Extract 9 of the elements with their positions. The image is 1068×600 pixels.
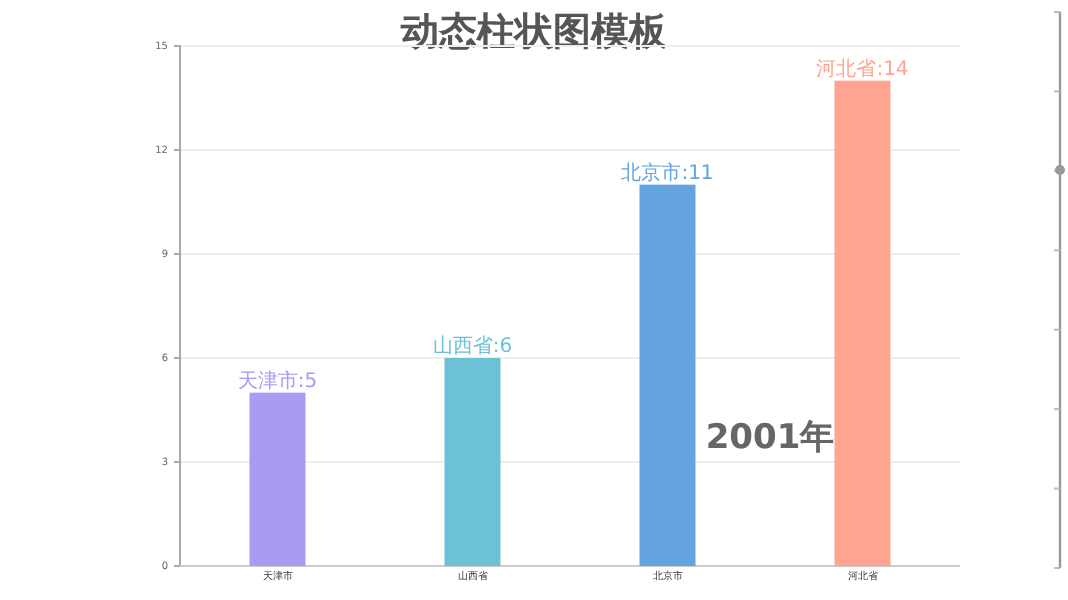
- bar: [444, 358, 501, 566]
- data-label: 山西省:6: [432, 334, 513, 358]
- annotation: 2001年: [705, 418, 835, 458]
- data-label: 天津市:5: [237, 368, 318, 393]
- bar: [834, 80, 891, 566]
- data-label: 北京市:11: [621, 160, 714, 185]
- data-label: 河北省:14: [816, 56, 909, 81]
- bar: [639, 184, 696, 566]
- bar: [249, 392, 306, 566]
